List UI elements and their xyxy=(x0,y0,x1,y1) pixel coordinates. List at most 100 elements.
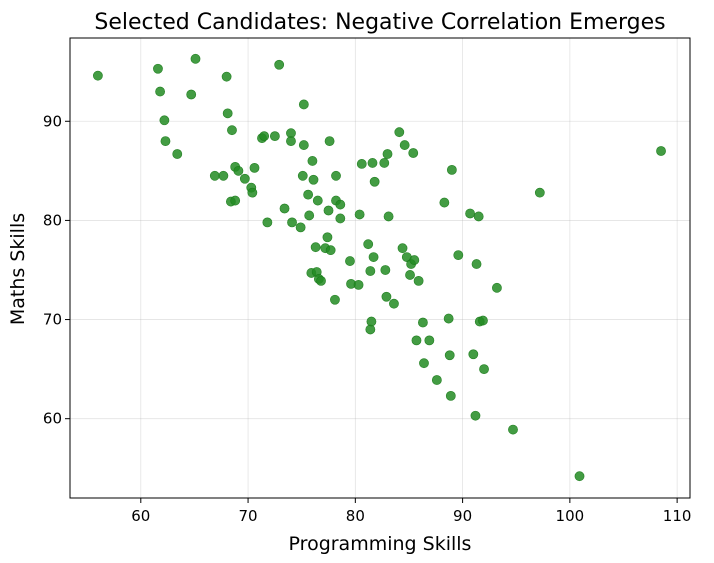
data-point xyxy=(325,245,336,256)
data-point xyxy=(443,313,454,324)
data-point xyxy=(331,170,341,181)
x-tick-label: 90 xyxy=(453,507,472,525)
data-point xyxy=(478,315,488,326)
data-point xyxy=(287,217,297,228)
data-point xyxy=(218,170,229,181)
data-point xyxy=(298,99,309,110)
data-point xyxy=(366,316,377,327)
data-point xyxy=(431,375,442,385)
data-point xyxy=(367,158,378,168)
data-point xyxy=(295,222,306,233)
data-point xyxy=(345,256,355,266)
grid-lines xyxy=(70,38,690,498)
data-point xyxy=(405,270,415,280)
data-point xyxy=(656,146,666,156)
x-tick-label: 100 xyxy=(556,507,585,525)
data-point xyxy=(330,294,340,305)
data-point xyxy=(381,291,392,302)
data-point xyxy=(399,140,410,150)
data-point xyxy=(316,275,326,286)
data-point xyxy=(298,140,309,150)
data-point xyxy=(369,176,380,187)
data-point xyxy=(383,211,394,222)
data-point xyxy=(247,187,258,198)
data-point xyxy=(279,203,290,214)
data-point xyxy=(222,108,233,119)
data-point xyxy=(155,86,166,97)
data-point xyxy=(379,158,390,168)
data-point xyxy=(233,165,244,176)
y-tick-label: 70 xyxy=(43,311,62,329)
data-point xyxy=(354,209,365,220)
x-axis-ticks: 60 70 80 90 100 110 xyxy=(131,498,691,525)
data-point xyxy=(445,390,456,401)
data-point xyxy=(389,298,399,309)
x-tick-label: 70 xyxy=(239,507,258,525)
data-point xyxy=(453,250,464,261)
data-point xyxy=(382,149,393,159)
data-point xyxy=(413,275,424,286)
data-point xyxy=(473,211,484,222)
y-tick-label: 90 xyxy=(43,112,62,130)
data-point xyxy=(159,115,170,126)
data-points xyxy=(92,53,666,482)
y-tick-label: 80 xyxy=(43,211,62,229)
data-point xyxy=(190,53,201,64)
y-tick-label: 60 xyxy=(43,410,62,428)
data-point xyxy=(365,266,376,276)
data-point xyxy=(353,279,364,290)
data-point xyxy=(153,63,163,74)
data-point xyxy=(394,127,405,138)
data-point xyxy=(424,335,435,346)
data-point xyxy=(471,259,482,269)
data-point xyxy=(409,255,420,265)
data-point xyxy=(479,364,489,375)
data-point xyxy=(209,170,220,181)
data-point xyxy=(307,156,318,166)
data-point xyxy=(419,358,429,369)
data-point xyxy=(322,232,333,243)
data-point xyxy=(249,162,260,173)
data-point xyxy=(160,136,171,147)
data-point xyxy=(92,70,103,81)
data-point xyxy=(269,131,280,142)
data-point xyxy=(186,89,197,100)
data-point xyxy=(335,199,346,210)
x-tick-label: 80 xyxy=(346,507,365,525)
data-point xyxy=(368,252,379,262)
x-tick-label: 60 xyxy=(131,507,150,525)
data-point xyxy=(508,424,518,435)
data-point xyxy=(262,217,273,228)
data-point xyxy=(230,195,241,206)
data-point xyxy=(239,173,250,184)
y-axis-label: Maths Skills xyxy=(7,213,29,325)
data-point xyxy=(411,335,422,346)
data-point xyxy=(221,71,232,82)
data-point xyxy=(380,265,391,275)
data-point xyxy=(363,239,374,250)
data-point xyxy=(312,195,323,206)
data-point xyxy=(397,243,408,254)
data-point xyxy=(259,131,270,142)
data-point xyxy=(418,317,428,328)
data-point xyxy=(574,471,585,482)
data-point xyxy=(172,149,183,159)
x-tick-label: 110 xyxy=(663,507,692,525)
plot-area-frame xyxy=(69,37,691,499)
data-point xyxy=(304,210,315,221)
y-axis-ticks: 60 70 80 90 xyxy=(43,112,70,428)
data-point xyxy=(286,136,296,147)
data-point xyxy=(310,242,321,253)
data-point xyxy=(274,59,285,70)
x-axis-label: Programming Skills xyxy=(289,533,472,555)
data-point xyxy=(439,197,450,208)
data-point xyxy=(492,282,502,293)
data-point xyxy=(444,350,455,361)
data-point xyxy=(303,189,314,200)
data-point xyxy=(335,213,346,224)
data-point xyxy=(356,159,367,169)
data-point xyxy=(297,170,308,181)
chart-title: Selected Candidates: Negative Correlatio… xyxy=(94,10,665,35)
data-point xyxy=(446,164,457,175)
